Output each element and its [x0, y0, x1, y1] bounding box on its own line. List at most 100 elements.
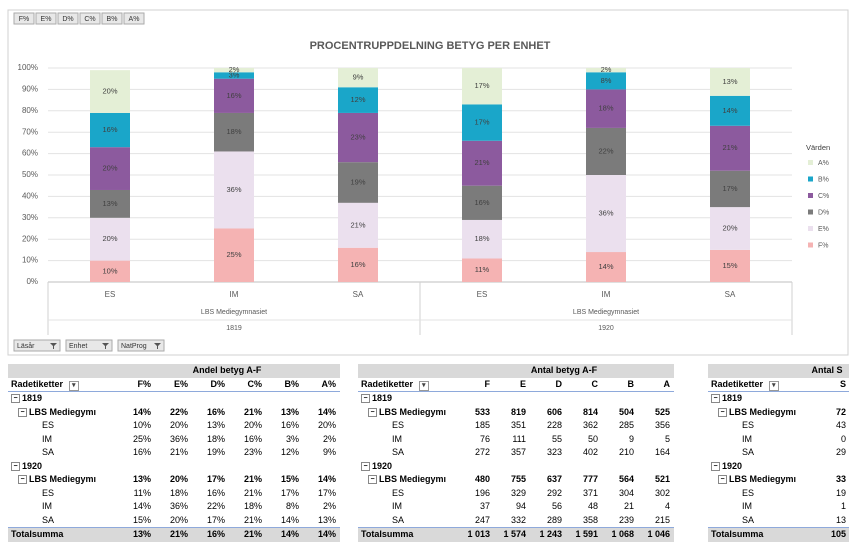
bar-segment	[214, 68, 254, 73]
filter-button[interactable]	[13, 339, 61, 352]
legend-label: F%	[818, 242, 829, 249]
row-label: − LBS Mediegymı	[708, 406, 808, 420]
chart-title: PROCENTRUPPDELNING BETYG PER ENHET	[310, 40, 551, 52]
data-label: 10%	[102, 266, 117, 275]
filter-button[interactable]	[117, 339, 165, 352]
cell-text: 21%	[243, 406, 262, 417]
data-label: 9%	[353, 73, 364, 82]
cell-value: 43	[808, 419, 849, 433]
total-row: Totalsumma 13% 21% 16% 21% 14% 14%	[8, 527, 340, 542]
cell-value: 777	[566, 473, 602, 487]
cell-text: IM	[392, 433, 402, 444]
data-label: 3%	[229, 70, 240, 79]
cell-text: 285	[618, 420, 634, 430]
field-button[interactable]	[123, 12, 145, 25]
cell-value: A	[638, 378, 674, 392]
field-button[interactable]	[13, 12, 35, 25]
cell-value: 755	[494, 473, 530, 487]
x-tick-label: IM	[230, 290, 239, 299]
cell-text: 1920	[372, 460, 393, 471]
filter-icon[interactable]: ▾	[769, 380, 779, 391]
table-row: −1819	[708, 392, 849, 406]
cell-value: B%	[266, 378, 303, 392]
data-label: 14%	[598, 262, 613, 271]
bar-segment	[338, 202, 378, 248]
bar-segment	[462, 258, 502, 282]
bar-segment	[90, 70, 130, 113]
cell-text: 1920	[22, 460, 43, 471]
cell-text: 371	[582, 487, 598, 498]
cell-value: 357	[494, 446, 530, 460]
field-button[interactable]	[101, 12, 123, 25]
row-label: IM	[708, 500, 808, 514]
cell-value: 76	[458, 433, 494, 447]
filter-button-label: Enhet	[69, 343, 87, 350]
cell-value: 14%	[303, 528, 340, 542]
cell-text: 18%	[243, 501, 262, 511]
field-button[interactable]	[35, 12, 57, 25]
data-label: 22%	[598, 146, 613, 155]
cell-text: 21%	[243, 474, 262, 484]
filter-button[interactable]	[65, 339, 113, 352]
cell-value: 16%	[229, 433, 266, 447]
cell-text: 777	[582, 474, 598, 484]
cell-value: 1 068	[602, 528, 638, 542]
cell-value: 21%	[229, 514, 266, 528]
cell-text: 239	[618, 514, 634, 525]
cell-text: A%	[321, 378, 336, 389]
cell-text: 2%	[322, 501, 336, 511]
cell-text: 1819	[372, 393, 393, 403]
cell-value: 239	[602, 514, 638, 528]
cell-text: Totalsumma	[711, 529, 764, 539]
cell-text: 8%	[285, 501, 299, 511]
filter-icon[interactable]: ▾	[69, 380, 79, 391]
filter-icon[interactable]: ▾	[419, 380, 429, 391]
bar-segment	[586, 175, 626, 253]
cell-value: 480	[458, 473, 494, 487]
cell-text: 272	[474, 447, 490, 457]
x-tick-label: SA	[353, 290, 364, 299]
cell-text: 36%	[169, 501, 188, 511]
cell-text: 21%	[169, 447, 188, 457]
legend-swatch	[808, 176, 813, 182]
data-label: 23%	[350, 133, 365, 142]
cell-value: 1 013	[458, 528, 494, 542]
cell-text: 13%	[132, 529, 151, 539]
cell-value: 10%	[118, 419, 155, 433]
legend-swatch	[808, 209, 813, 215]
field-button[interactable]	[79, 12, 101, 25]
cell-value: 11%	[118, 487, 155, 501]
row-label: Totalsumma	[358, 528, 458, 542]
data-label: 13%	[102, 199, 117, 208]
legend-label: E%	[818, 226, 829, 233]
table-row: − LBS Mediegymı 14% 22% 16% 21% 13% 14%	[8, 406, 340, 420]
row-label: SA	[708, 446, 808, 460]
cell-text: 22%	[169, 406, 188, 417]
cell-text: SA	[392, 447, 405, 457]
cell-value: 72	[808, 406, 849, 420]
table-row: IM 25% 36% 18% 16% 3% 2%	[8, 433, 340, 447]
cell-text: 29	[835, 447, 846, 457]
y-tick-label: 30%	[22, 213, 38, 222]
filter-icon	[50, 343, 57, 349]
cell-text: 20%	[169, 420, 188, 430]
row-label: −1920	[708, 460, 808, 474]
data-label: 16%	[350, 260, 365, 269]
cell-text: 16%	[206, 406, 225, 417]
x-tick-label: IM	[602, 290, 611, 299]
cell-value: 302	[638, 487, 674, 501]
field-button[interactable]	[57, 12, 79, 25]
cell-text: 1920	[722, 460, 743, 471]
bar-segment	[90, 147, 130, 190]
cell-value: 20%	[155, 419, 192, 433]
cell-value: S	[808, 378, 849, 392]
y-tick-label: 70%	[22, 127, 38, 136]
cell-value: 304	[602, 487, 638, 501]
collapse-icon: −	[368, 407, 377, 417]
row-label: SA	[358, 514, 458, 528]
cell-text: ES	[392, 420, 405, 430]
cell-value: E	[494, 378, 530, 392]
table-row: IM 14% 36% 22% 18% 8% 2%	[8, 500, 340, 514]
table-title: Antal S	[811, 365, 843, 375]
cell-value: 1 046	[638, 528, 674, 542]
